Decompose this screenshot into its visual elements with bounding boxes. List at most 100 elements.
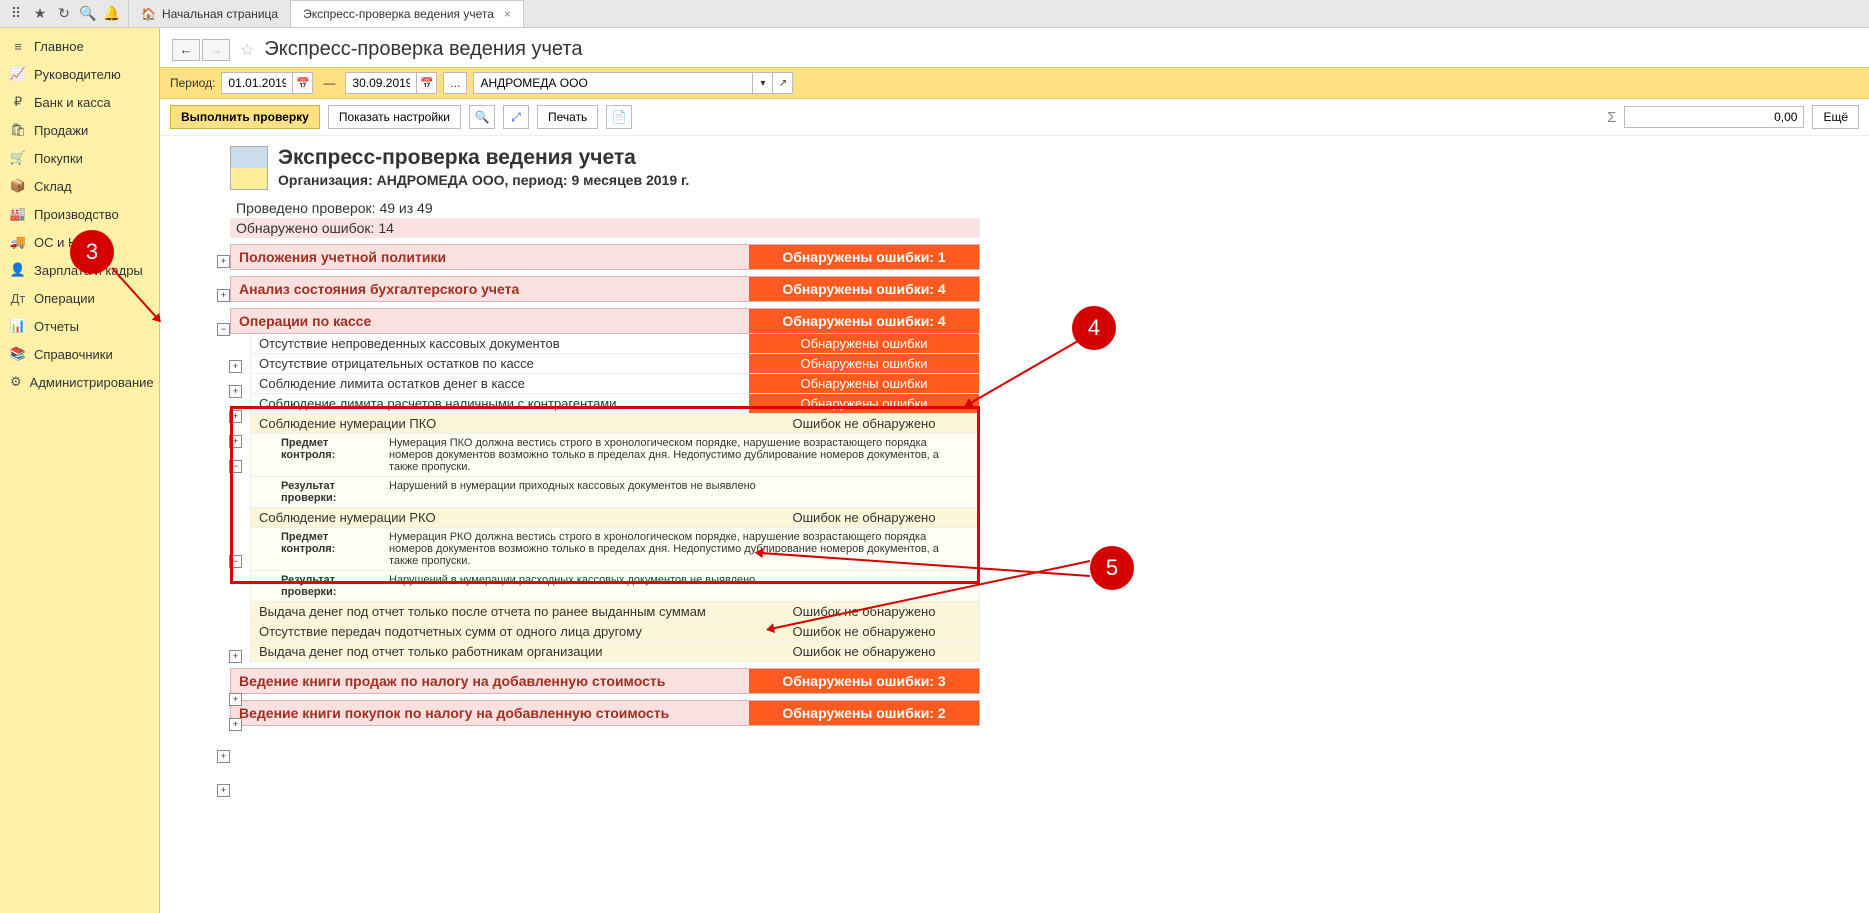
tree-collapse-button[interactable]: − <box>217 323 230 336</box>
detail-label: Предмет контроля: <box>251 528 381 570</box>
check-status: Ошибок не обнаружено <box>749 602 979 621</box>
annotation-bubble-3: 3 <box>70 230 114 274</box>
check-row[interactable]: Соблюдение лимита расчетов наличными с к… <box>250 394 980 414</box>
tree-expand-button[interactable]: + <box>217 750 230 763</box>
zoom-in-icon[interactable]: 🔍 <box>469 105 495 129</box>
tree-expand-button[interactable]: + <box>229 693 242 706</box>
section-status: Обнаружены ошибки: 2 <box>749 701 979 725</box>
check-label: Соблюдение нумерации РКО <box>251 508 749 527</box>
apps-icon[interactable]: ⠿ <box>4 2 28 26</box>
tree-column: + + − + + + + − <box>170 140 230 800</box>
tree-expand-button[interactable]: + <box>229 360 242 373</box>
history-icon[interactable]: ↻ <box>52 2 76 26</box>
report-title: Экспресс-проверка ведения учета <box>278 146 689 170</box>
tree-expand-button[interactable]: + <box>229 435 242 448</box>
section-row[interactable]: Анализ состояния бухгалтерского учета Об… <box>230 276 980 302</box>
section-row[interactable]: Операции по кассе Обнаружены ошибки: 4 <box>230 308 980 334</box>
detail-label: Результат проверки: <box>251 571 381 601</box>
print-button[interactable]: Печать <box>537 105 598 129</box>
fav-icon[interactable]: ☆ <box>240 40 254 60</box>
sidebar: ≡Главное 📈Руководителю ₽Банк и касса 🛍Пр… <box>0 28 160 913</box>
gear-icon: ⚙ <box>10 374 22 390</box>
check-row[interactable]: Отсутствие отрицательных остатков по кас… <box>250 354 980 374</box>
tree-expand-button[interactable]: + <box>229 385 242 398</box>
sidebar-item-label: Покупки <box>34 151 83 166</box>
tree-expand-button[interactable]: + <box>229 718 242 731</box>
section-row[interactable]: Ведение книги покупок по налогу на добав… <box>230 700 980 726</box>
sidebar-item-label: Производство <box>34 207 119 222</box>
org-input[interactable] <box>474 73 752 93</box>
period-label: Период: <box>170 76 215 90</box>
errors-found: Обнаружено ошибок: 14 <box>230 218 980 238</box>
sidebar-item-warehouse[interactable]: 📦Склад <box>0 172 159 200</box>
checks-done: Проведено проверок: 49 из 49 <box>230 198 980 218</box>
tab-home[interactable]: 🏠 Начальная страница <box>129 0 291 27</box>
tree-expand-button[interactable]: + <box>217 289 230 302</box>
dtkt-icon: Дт <box>10 290 26 306</box>
period-picker-button[interactable]: ... <box>443 72 467 94</box>
sidebar-item-operations[interactable]: Дт Операции <box>0 284 159 312</box>
check-row[interactable]: Соблюдение нумерации РКООшибок не обнару… <box>250 508 980 528</box>
sidebar-item-purchases[interactable]: 🛒Покупки <box>0 144 159 172</box>
calendar-icon[interactable]: 📅 <box>416 73 436 93</box>
chevron-down-icon[interactable]: ▾ <box>752 73 772 93</box>
date-to-input[interactable] <box>346 73 416 93</box>
preview-icon[interactable]: 📄 <box>606 105 632 129</box>
check-row[interactable]: Соблюдение лимита остатков денег в кассе… <box>250 374 980 394</box>
close-icon[interactable]: × <box>504 7 511 21</box>
sidebar-item-label: Склад <box>34 179 72 194</box>
sidebar-item-manager[interactable]: 📈Руководителю <box>0 60 159 88</box>
search-icon[interactable]: 🔍 <box>76 2 100 26</box>
check-row[interactable]: Выдача денег под отчет только после отче… <box>250 602 980 622</box>
report-area: + + − + + + + − <box>160 136 1869 913</box>
check-label: Отсутствие непроведенных кассовых докуме… <box>251 334 749 353</box>
sidebar-item-admin[interactable]: ⚙Администрирование <box>0 368 159 396</box>
section-row[interactable]: Положения учетной политики Обнаружены ош… <box>230 244 980 270</box>
ruble-icon: ₽ <box>10 94 26 110</box>
check-row[interactable]: Отсутствие передач подотчетных сумм от о… <box>250 622 980 642</box>
sum-field[interactable] <box>1624 106 1804 128</box>
org-select[interactable]: ▾ ↗ <box>473 72 793 94</box>
date-to[interactable]: 📅 <box>345 72 437 94</box>
sidebar-item-bank[interactable]: ₽Банк и касса <box>0 88 159 116</box>
sidebar-item-dicts[interactable]: 📚Справочники <box>0 340 159 368</box>
more-button[interactable]: Ещё <box>1812 105 1859 129</box>
back-button[interactable]: ← <box>172 39 200 61</box>
section-status: Обнаружены ошибки: 4 <box>749 309 979 333</box>
tab-active[interactable]: Экспресс-проверка ведения учета × <box>291 0 524 27</box>
check-row[interactable]: Выдача денег под отчет только работникам… <box>250 642 980 662</box>
check-label: Отсутствие передач подотчетных сумм от о… <box>251 622 749 641</box>
sidebar-item-reports[interactable]: 📊Отчеты <box>0 312 159 340</box>
calendar-icon[interactable]: 📅 <box>292 73 312 93</box>
run-check-button[interactable]: Выполнить проверку <box>170 105 320 129</box>
tree-expand-button[interactable]: + <box>229 410 242 423</box>
zoom-fit-icon[interactable]: ⤢ <box>503 105 529 129</box>
sidebar-item-main[interactable]: ≡Главное <box>0 32 159 60</box>
forward-button[interactable]: → <box>202 39 230 61</box>
tree-collapse-button[interactable]: − <box>229 460 242 473</box>
date-from-input[interactable] <box>222 73 292 93</box>
section-row[interactable]: Ведение книги продаж по налогу на добавл… <box>230 668 980 694</box>
sidebar-item-label: Главное <box>34 39 84 54</box>
tree-expand-button[interactable]: + <box>217 784 230 797</box>
show-settings-button[interactable]: Показать настройки <box>328 105 461 129</box>
page-title: Экспресс-проверка ведения учета <box>264 38 582 61</box>
detail-row: Предмет контроля:Нумерация ПКО должна ве… <box>250 434 980 477</box>
sidebar-item-sales[interactable]: 🛍Продажи <box>0 116 159 144</box>
sidebar-item-label: Операции <box>34 291 95 306</box>
check-label: Выдача денег под отчет только работникам… <box>251 642 749 661</box>
check-label: Отсутствие отрицательных остатков по кас… <box>251 354 749 373</box>
bell-icon[interactable]: 🔔 <box>100 2 124 26</box>
check-row[interactable]: Соблюдение нумерации ПКООшибок не обнару… <box>250 414 980 434</box>
tree-expand-button[interactable]: + <box>217 255 230 268</box>
date-from[interactable]: 📅 <box>221 72 313 94</box>
sidebar-item-production[interactable]: 🏭Производство <box>0 200 159 228</box>
section-status: Обнаружены ошибки: 4 <box>749 277 979 301</box>
check-row[interactable]: Отсутствие непроведенных кассовых докуме… <box>250 334 980 354</box>
tree-expand-button[interactable]: + <box>229 650 242 663</box>
star-icon[interactable]: ★ <box>28 2 52 26</box>
tab-active-label: Экспресс-проверка ведения учета <box>303 7 494 21</box>
open-icon[interactable]: ↗ <box>772 73 792 93</box>
sidebar-item-label: Продажи <box>34 123 88 138</box>
tree-collapse-button[interactable]: − <box>229 555 242 568</box>
